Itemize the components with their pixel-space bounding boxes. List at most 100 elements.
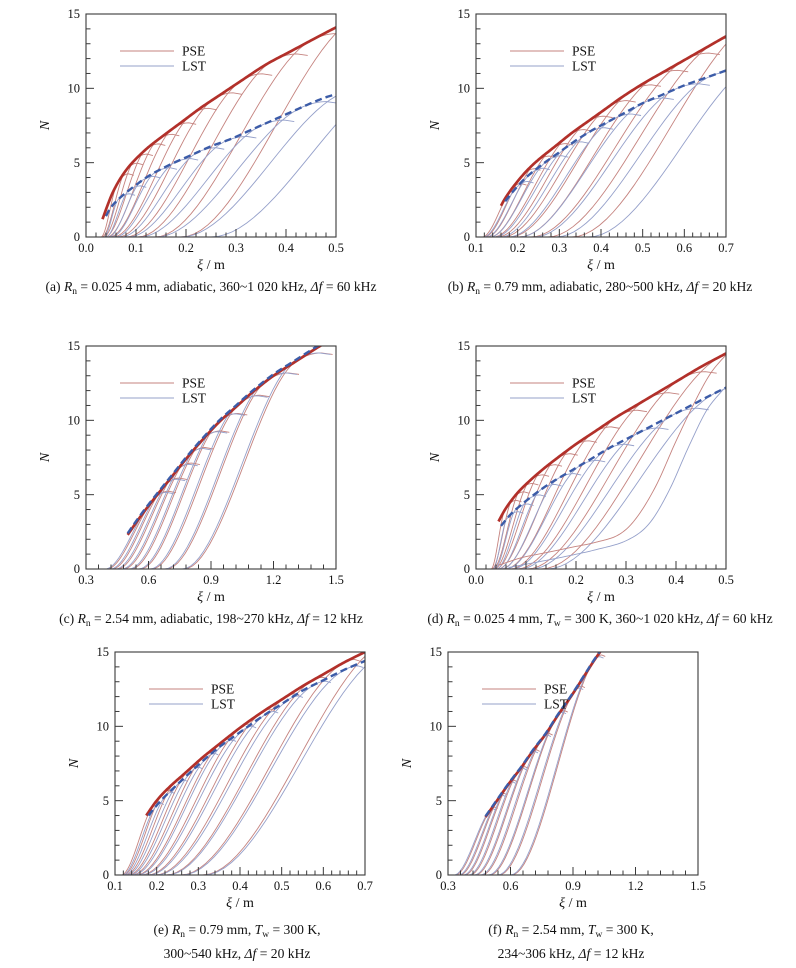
svg-text:0.4: 0.4 [232, 879, 248, 893]
svg-text:15: 15 [458, 7, 471, 21]
plot-box [447, 651, 699, 876]
lst-envelope-curve [500, 386, 726, 527]
plot-box [85, 13, 337, 238]
tick-labels: 0.0 0.1 0.2 0.3 0.4 0.5 0 5 10 15 [68, 7, 344, 255]
svg-text:0.3: 0.3 [191, 879, 207, 893]
svg-text:15: 15 [68, 7, 81, 21]
svg-text:1.2: 1.2 [266, 573, 282, 587]
x-axis-label: ξ / m [587, 258, 615, 273]
extra-mode-curve [508, 387, 726, 568]
svg-text:15: 15 [458, 339, 471, 353]
caption-e: (e) Rn = 0.79 mm, Tw = 300 K, 300~540 kHz… [38, 919, 436, 964]
svg-text:0.6: 0.6 [677, 241, 693, 255]
y-axis-label: N [67, 758, 82, 769]
caption-a: (a) Rn = 0.025 4 mm, adiabatic, 360~1 02… [12, 276, 410, 300]
svg-text:0: 0 [436, 868, 442, 882]
svg-text:0.6: 0.6 [503, 879, 519, 893]
svg-text:0.3: 0.3 [440, 879, 456, 893]
svg-text:0.3: 0.3 [78, 573, 94, 587]
legend-pse-label: PSE [182, 376, 205, 391]
svg-text:0.3: 0.3 [552, 241, 568, 255]
svg-text:10: 10 [68, 82, 81, 96]
svg-text:0.2: 0.2 [510, 241, 526, 255]
x-axis-label: ξ / m [197, 590, 225, 605]
tick-labels: 0.3 0.6 0.9 1.2 1.5 0 5 10 15 [68, 339, 344, 587]
legend-lst-label: LST [182, 391, 207, 406]
svg-text:0.3: 0.3 [618, 573, 634, 587]
lst-envelope-curve [147, 659, 365, 817]
lst-envelope-curve [126, 346, 320, 534]
svg-text:0: 0 [464, 562, 470, 576]
curves-layer [100, 26, 336, 237]
legend-lst-label: LST [572, 59, 597, 74]
curves-layer [490, 352, 726, 569]
legend-pse-label: PSE [182, 44, 205, 59]
x-axis-label: ξ / m [226, 896, 254, 911]
legend-lst-label: LST [211, 697, 236, 712]
y-axis-label: N [400, 758, 415, 769]
plot-box [85, 345, 337, 570]
pse-envelope-curve [145, 652, 365, 817]
svg-text:5: 5 [74, 488, 80, 502]
curves-layer [482, 35, 726, 237]
svg-text:1.2: 1.2 [628, 879, 644, 893]
svg-text:0: 0 [464, 230, 470, 244]
axis-ticks [85, 13, 337, 238]
svg-text:5: 5 [103, 794, 109, 808]
curves-layer [453, 652, 606, 875]
svg-text:0.3: 0.3 [228, 241, 244, 255]
tick-labels: 0.1 0.2 0.3 0.4 0.5 0.6 0.7 0 5 10 15 [458, 7, 734, 255]
legend-lst-label: LST [544, 697, 569, 712]
svg-text:1.5: 1.5 [690, 879, 706, 893]
y-axis-label: N [38, 120, 53, 131]
svg-text:5: 5 [464, 488, 470, 502]
axis-ticks [114, 651, 366, 876]
extra-mode-curve [498, 354, 726, 566]
svg-text:0.5: 0.5 [274, 879, 290, 893]
y-axis-label: N [428, 452, 443, 463]
svg-text:0.1: 0.1 [518, 573, 534, 587]
axis-ticks [475, 13, 727, 238]
tick-labels: 0.3 0.6 0.9 1.2 1.5 0 5 10 15 [430, 645, 706, 893]
pse-envelope-curve [484, 652, 602, 818]
svg-text:1.5: 1.5 [328, 573, 344, 587]
pse-mode-curves [100, 32, 336, 237]
svg-text:0.1: 0.1 [468, 241, 484, 255]
svg-text:0.5: 0.5 [718, 573, 734, 587]
legend-pse-label: PSE [572, 376, 595, 391]
svg-text:0.5: 0.5 [328, 241, 344, 255]
legend-lst-label: LST [572, 391, 597, 406]
svg-text:0.0: 0.0 [468, 573, 484, 587]
tick-labels: 0.1 0.2 0.3 0.4 0.5 0.6 0.7 0 5 10 15 [97, 645, 373, 893]
svg-text:0.2: 0.2 [149, 879, 165, 893]
svg-text:0.9: 0.9 [565, 879, 581, 893]
svg-text:0.4: 0.4 [593, 241, 609, 255]
svg-text:10: 10 [430, 720, 443, 734]
legend-pse-label: PSE [211, 682, 234, 697]
axis-ticks [447, 651, 699, 876]
caption-line: (f) Rn = 2.54 mm, Tw = 300 K, [488, 922, 654, 940]
lst-mode-curves [122, 665, 365, 875]
svg-text:0.5: 0.5 [635, 241, 651, 255]
svg-text:15: 15 [68, 339, 81, 353]
caption-line: (a) Rn = 0.025 4 mm, adiabatic, 360~1 02… [45, 279, 377, 297]
svg-text:0.4: 0.4 [278, 241, 294, 255]
svg-text:0.7: 0.7 [718, 241, 734, 255]
pse-envelope-curve [101, 26, 336, 220]
legend-lst-label: LST [182, 59, 207, 74]
svg-text:15: 15 [430, 645, 443, 659]
axis-ticks [475, 345, 727, 570]
svg-text:0: 0 [74, 562, 80, 576]
svg-text:0.6: 0.6 [316, 879, 332, 893]
